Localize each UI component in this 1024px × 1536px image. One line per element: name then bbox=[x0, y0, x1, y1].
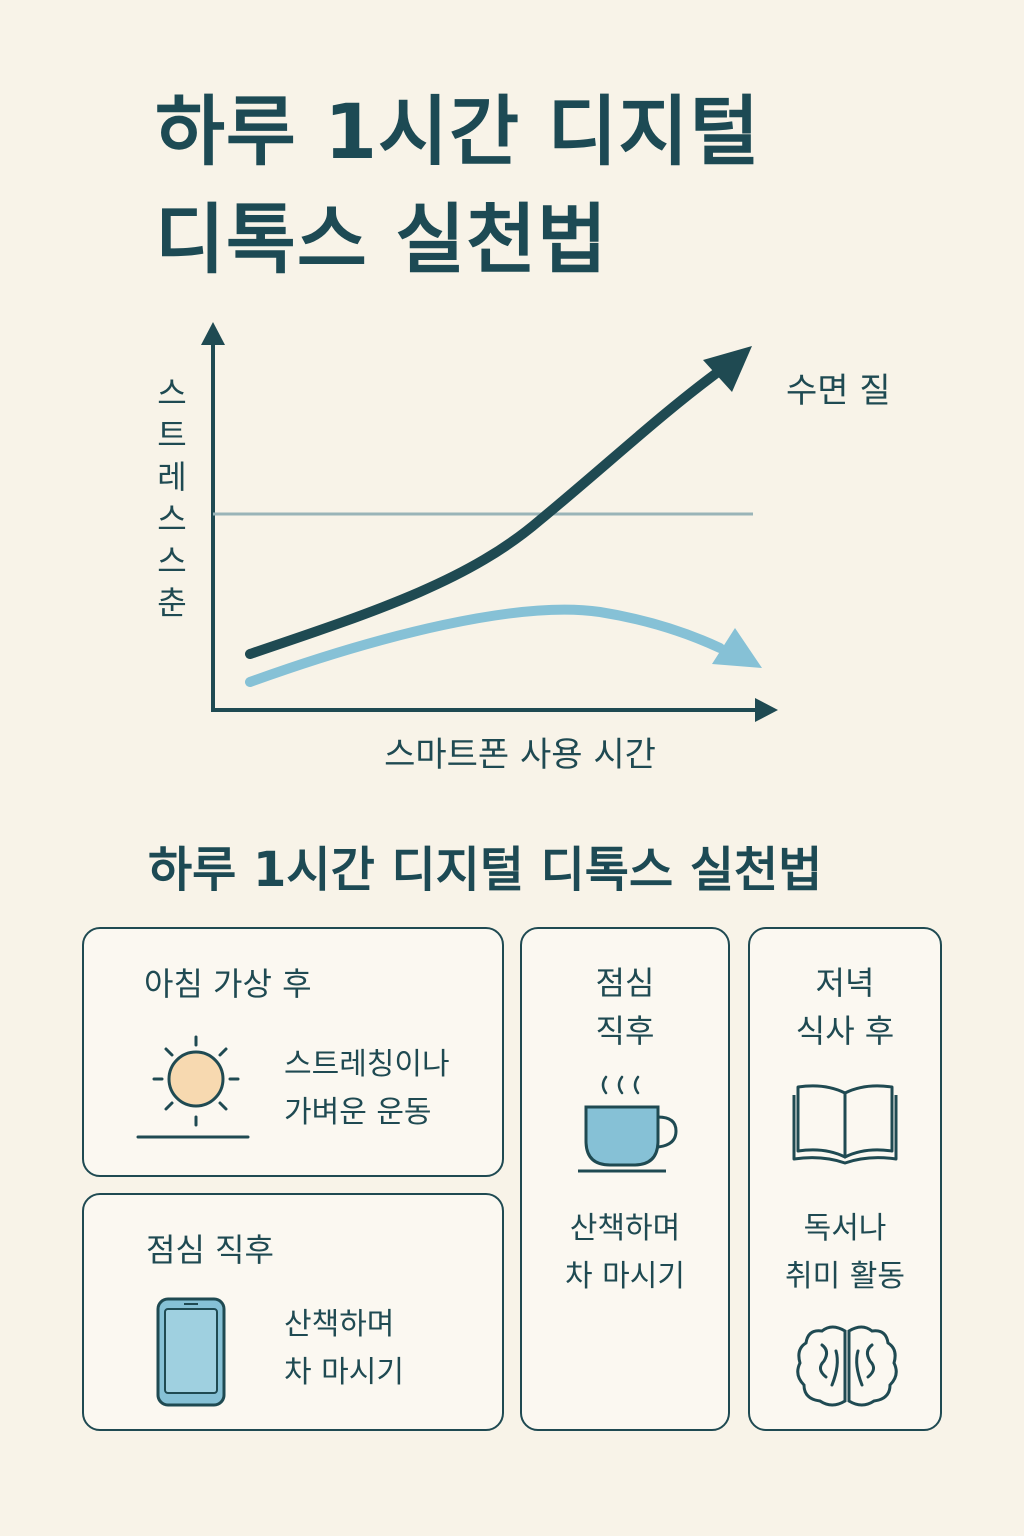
x-axis-arrow bbox=[755, 698, 778, 722]
card-text: 독서나 취미 활동 bbox=[785, 1211, 905, 1294]
card-evening: 저녁 식사 후 독서나 취미 활동 bbox=[748, 927, 942, 1431]
card-text: 산책하며 차 마시기 bbox=[565, 1211, 685, 1294]
brain-icon bbox=[796, 1325, 898, 1407]
title-line-1: 하루 1시간 디지털 bbox=[155, 87, 761, 176]
x-axis-label: 스마트폰 사용 시간 bbox=[384, 735, 656, 775]
series-dark-arrowhead bbox=[703, 346, 752, 392]
card-lunch-phone: 점심 직후 산책하며 차 마시기 bbox=[82, 1193, 504, 1431]
page-title: 하루 1시간 디지털 디톡스 실천법 bbox=[155, 78, 760, 294]
series-light-line bbox=[245, 604, 725, 687]
y-axis-arrow bbox=[201, 322, 225, 345]
book-icon bbox=[792, 1084, 898, 1165]
card-lunch-tea: 점심 직후 산책하며 차 마시기 bbox=[520, 927, 730, 1431]
tea-cup-icon bbox=[578, 1075, 678, 1173]
title-line-2: 디톡스 실천법 bbox=[155, 195, 608, 284]
card-morning: 아침 가상 후 스트레칭이나 가벼운 운동 bbox=[82, 927, 504, 1177]
sun-icon bbox=[136, 1035, 250, 1139]
card-title: 점심 직후 bbox=[595, 964, 655, 1050]
card-title: 아침 가상 후 bbox=[144, 965, 312, 1003]
series-label: 수면 질 bbox=[786, 371, 891, 411]
card-text: 스트레칭이나 가벼운 운동 bbox=[284, 1047, 450, 1130]
card-title: 점심 직후 bbox=[146, 1231, 274, 1269]
series-light-arrowhead bbox=[712, 628, 762, 668]
section-title: 하루 1시간 디지털 디톡스 실천법 bbox=[148, 842, 823, 898]
card-text: 산책하며 차 마시기 bbox=[284, 1307, 404, 1390]
card-title: 저녁 식사 후 bbox=[795, 964, 895, 1050]
series-dark-line bbox=[245, 367, 723, 659]
smartphone-icon bbox=[156, 1297, 226, 1407]
